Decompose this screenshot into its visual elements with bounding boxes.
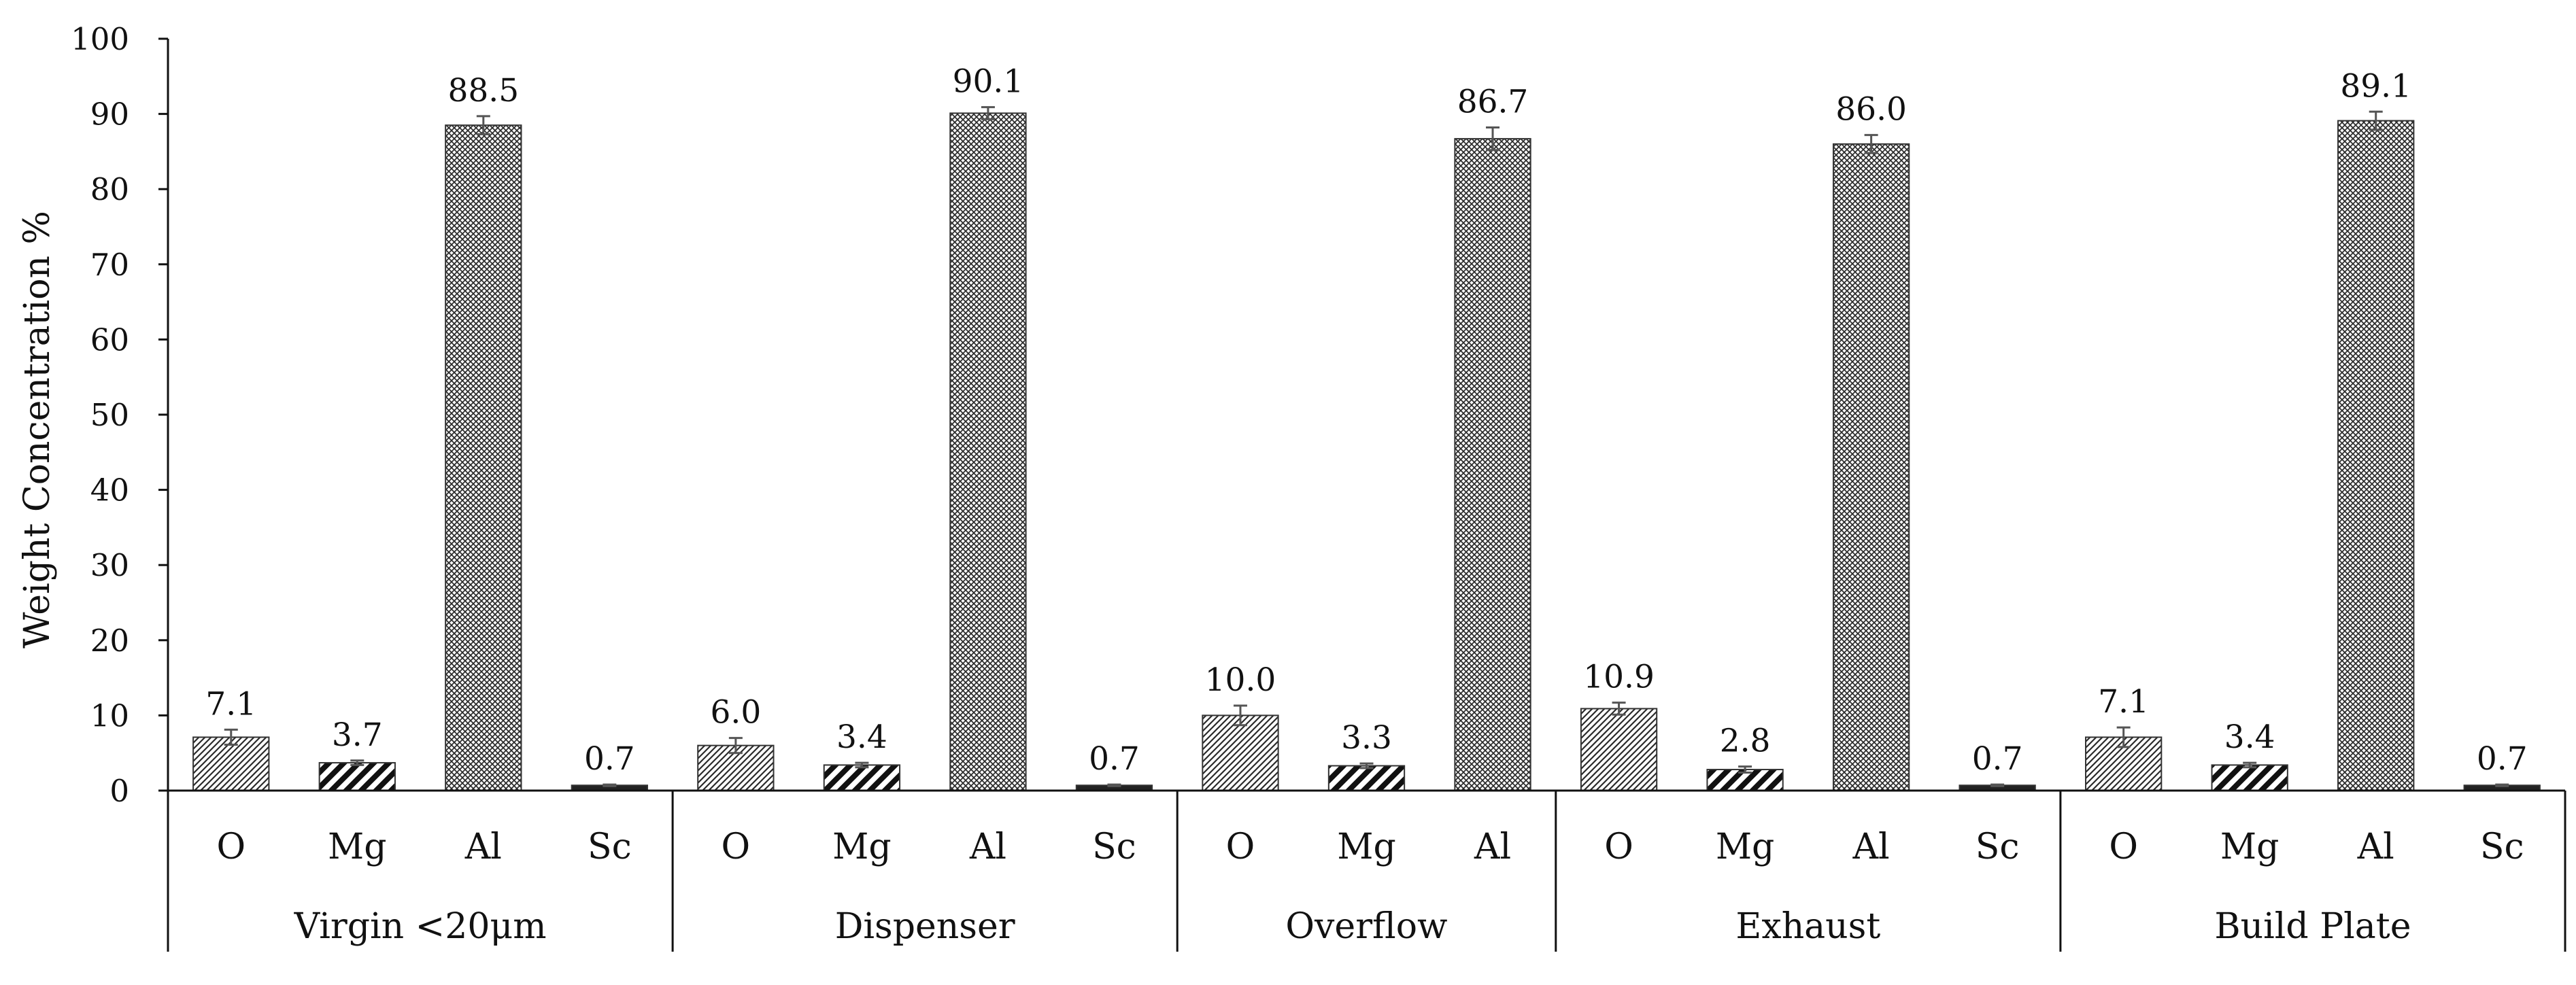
data-label: 86.0 — [1835, 91, 1907, 128]
bar-mg — [1327, 765, 1406, 791]
bar-al — [1832, 143, 1910, 791]
group-label: Exhaust — [1735, 906, 1880, 947]
category-label: O — [216, 827, 245, 867]
data-label: 7.1 — [2098, 683, 2149, 721]
category-label: Al — [1852, 827, 1890, 867]
bar-o — [192, 736, 270, 791]
bar-al — [1454, 138, 1531, 791]
data-labels: 7.1 3.7 88.5 0.7 6.0 3.4 90.1 0.7 10.0 3.3 86.7 10.… — [205, 63, 2527, 778]
y-tick-label: 0 — [109, 773, 129, 809]
y-tick-label: 20 — [90, 623, 129, 659]
category-label: Al — [969, 827, 1006, 867]
category-label: O — [1604, 827, 1633, 867]
bar-mg — [823, 764, 901, 791]
category-label: Mg — [1337, 827, 1396, 867]
y-tick-label: 40 — [90, 472, 129, 508]
category-label: Al — [1474, 827, 1511, 867]
category-label: Mg — [832, 827, 892, 867]
category-label: Sc — [1976, 827, 2020, 867]
category-label: Al — [2357, 827, 2394, 867]
category-label: Mg — [328, 827, 387, 867]
group-label: Build Plate — [2214, 906, 2411, 947]
category-label: Mg — [1716, 827, 1775, 867]
y-axis-ticks: 0 10 20 30 40 50 60 70 80 90 100 — [71, 21, 169, 809]
y-tick-label: 10 — [90, 697, 129, 733]
y-tick-label: 80 — [90, 171, 129, 207]
data-label: 0.7 — [2477, 740, 2528, 778]
bars — [192, 112, 2541, 792]
data-label: 10.0 — [1205, 661, 1276, 699]
bar-o — [1202, 714, 1279, 792]
bar-mg — [318, 762, 396, 792]
bar-al — [2337, 120, 2415, 791]
y-tick-label: 90 — [90, 97, 129, 133]
data-label: 89.1 — [2340, 67, 2411, 105]
bar-al — [445, 124, 522, 791]
data-label: 10.9 — [1583, 659, 1655, 696]
y-tick-label: 50 — [90, 397, 129, 433]
category-label: Mg — [2220, 827, 2280, 867]
data-label: 2.8 — [1720, 723, 1771, 760]
data-label: 0.7 — [584, 740, 635, 778]
x-axis: O Mg Al Sc Virgin <20μm O Mg Al Sc Dispenser O Mg Al… — [167, 789, 2566, 952]
category-label: Al — [464, 827, 502, 867]
category-label: O — [1226, 827, 1255, 867]
group-label: Dispenser — [835, 906, 1015, 947]
group-label: Virgin <20μm — [294, 906, 547, 947]
data-label: 88.5 — [447, 72, 519, 109]
data-label: 3.3 — [1341, 719, 1392, 757]
data-label: 7.1 — [205, 685, 256, 723]
y-tick-label: 100 — [71, 21, 129, 57]
y-tick-label: 70 — [90, 247, 129, 283]
y-tick-label: 30 — [90, 547, 129, 583]
bar-o — [1580, 708, 1658, 792]
data-label: 90.1 — [953, 63, 1024, 101]
y-axis-label: Weight Concentration % — [17, 211, 58, 649]
category-label: O — [2109, 827, 2138, 867]
category-label: O — [722, 827, 751, 867]
bar-al — [949, 112, 1027, 791]
data-label: 0.7 — [1089, 740, 1140, 778]
data-label: 3.7 — [332, 716, 383, 754]
data-label: 86.7 — [1457, 84, 1529, 121]
data-label: 3.4 — [2224, 719, 2275, 756]
category-label: Sc — [1092, 827, 1136, 867]
category-label: Sc — [2480, 827, 2524, 867]
y-tick-label: 60 — [90, 322, 129, 358]
category-label: Sc — [588, 827, 632, 867]
data-label: 3.4 — [836, 719, 887, 756]
bar-mg — [2211, 764, 2288, 791]
data-label: 6.0 — [710, 694, 761, 731]
error-bars — [224, 106, 2509, 787]
data-label: 0.7 — [1972, 740, 2023, 778]
group-label: Overflow — [1285, 906, 1447, 947]
